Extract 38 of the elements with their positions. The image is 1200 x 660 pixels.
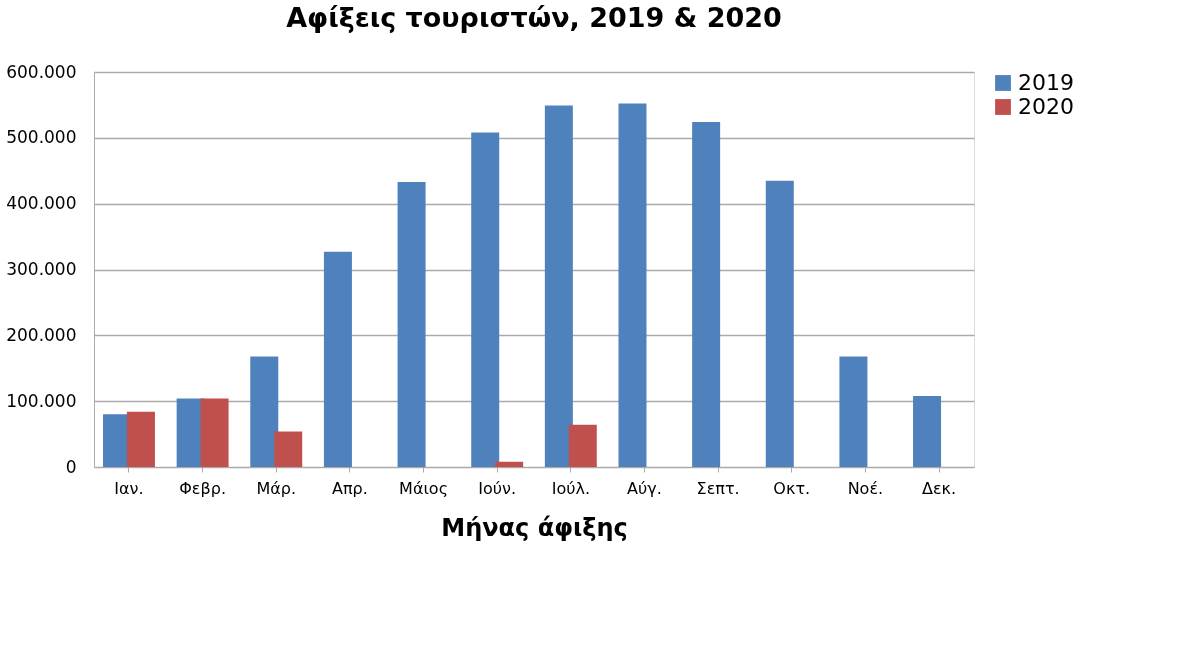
legend-label: 2020 (1018, 94, 1074, 119)
bar (200, 398, 229, 467)
x-tick-label: Δεκ. (921, 478, 957, 498)
y-tick-label: 400.000 (6, 193, 77, 214)
legend-label: 2019 (1018, 70, 1074, 95)
bar (250, 356, 279, 467)
bar (765, 180, 794, 467)
bar (568, 424, 597, 467)
x-tick-label: Φεβρ. (179, 478, 226, 498)
x-tick-label: Μάρ. (256, 478, 297, 498)
x-tick-label: Ιούν. (478, 478, 517, 498)
y-tick-label: 100.000 (6, 390, 77, 411)
y-tick-label: 500.000 (6, 127, 77, 148)
x-tick-label: Μάιος (399, 478, 449, 498)
y-tick-label: 600.000 (6, 61, 77, 82)
bar (692, 122, 721, 467)
x-tick-label: Ιαν. (114, 478, 144, 498)
x-tick-label: Οκτ. (773, 478, 811, 498)
bar (913, 395, 942, 467)
x-tick-label: Σεπτ. (696, 478, 740, 498)
x-tick-label: Απρ. (331, 478, 368, 498)
bar (618, 103, 647, 467)
x-tick-label: Νοέ. (847, 478, 884, 498)
bar (274, 431, 303, 467)
bar (471, 132, 500, 467)
y-tick-label: 200.000 (6, 324, 77, 345)
bar (397, 181, 426, 467)
y-tick-label: 0 (65, 456, 77, 477)
x-tick-label: Αύγ. (627, 478, 662, 498)
chart-title: Αφίξεις τουριστών, 2019 & 2020 (286, 2, 782, 33)
y-tick-label: 300.000 (6, 259, 77, 279)
bar (126, 411, 155, 467)
bar (839, 356, 868, 467)
bar (495, 461, 524, 467)
x-axis-title: Μήνας άφιξης (441, 513, 628, 542)
bar (323, 251, 352, 467)
bar (544, 105, 573, 467)
x-tick-label: Ιούλ. (551, 478, 590, 498)
